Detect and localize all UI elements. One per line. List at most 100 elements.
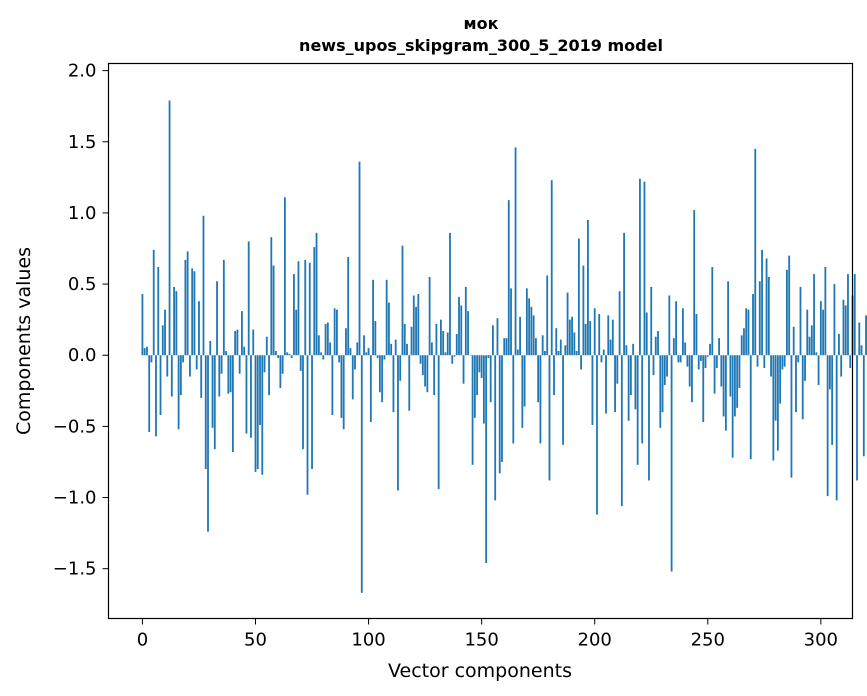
bar [611,319,614,356]
bar [320,352,322,356]
bar [261,355,264,475]
bar [749,355,752,460]
x-tick-label: 150 [464,630,498,651]
bar [204,355,207,470]
bar [155,355,157,437]
bar [731,355,734,458]
bar [467,311,469,356]
bar [747,309,750,356]
bar [790,355,793,478]
bar [557,350,560,356]
bar [736,355,739,408]
bar [254,355,257,472]
bar [317,335,320,356]
bar [265,336,268,356]
bar [229,355,232,393]
bar [220,355,223,374]
bar [501,355,503,462]
bar [643,181,646,356]
bar [596,355,598,515]
bar [686,355,689,367]
x-tick-label: 300 [804,630,838,651]
bar [426,355,429,393]
bar [227,355,230,394]
bar [164,309,166,356]
bar [460,305,463,356]
bar [428,276,431,356]
bar [754,148,757,356]
x-axis-label: Vector components [388,660,572,682]
y-tick-label: 2.0 [68,61,97,82]
bar [333,308,336,356]
bar [833,284,836,356]
bar [849,355,852,369]
bar [295,309,298,356]
bar [270,237,273,356]
bar [338,355,341,363]
bar [580,355,583,370]
bar [222,259,225,356]
bar [530,306,533,356]
bar [571,316,573,356]
bar [383,355,386,360]
bar [510,288,512,356]
bar [430,342,433,356]
bar [514,147,517,356]
bar [577,238,580,356]
bar [381,355,384,403]
bar [607,315,610,356]
bar [342,355,345,430]
bar [795,355,797,413]
bar [620,355,623,507]
bar [645,312,648,356]
bar [331,355,334,415]
bar [455,333,458,356]
chart-subtitle: news_upos_skipgram_300_5_2019 model [299,36,663,55]
bar [566,292,569,356]
bar [856,355,858,481]
bar [770,355,772,377]
bar [202,215,205,356]
bar [297,261,300,356]
bar [584,323,587,356]
bar [146,346,148,356]
bar [485,355,488,563]
y-tick-label: 1.5 [68,132,97,153]
x-axis-ticks: 0 50 100 150 200 250 300 [137,618,838,651]
bar [582,265,585,356]
bar [397,355,399,491]
y-tick-label: 0.5 [68,274,97,295]
bar [442,331,445,356]
bar [623,232,625,356]
bar [761,249,763,356]
bar [568,319,571,356]
bar [738,355,741,388]
bar [779,355,782,404]
bar [417,294,420,356]
bar [616,355,619,384]
bar [657,331,659,356]
bar [860,345,863,356]
bar [437,355,440,489]
bar [792,326,795,356]
x-tick-label: 0 [137,630,148,651]
bar [478,355,481,373]
y-axis-ticks: 2.0 1.5 1.0 0.5 0.0 −0.5 −1.0 −1.5 [53,61,109,580]
bar [693,210,696,356]
bar [308,262,311,356]
bar [697,355,700,370]
bar [356,342,359,356]
bar [553,355,555,396]
bar [828,355,831,390]
bar [740,335,743,356]
bar [593,308,596,356]
bar [440,319,442,356]
bar [519,316,521,356]
bar [179,355,182,396]
bar [186,251,189,356]
bar [772,355,775,461]
bar [842,299,845,356]
bar [256,355,259,470]
